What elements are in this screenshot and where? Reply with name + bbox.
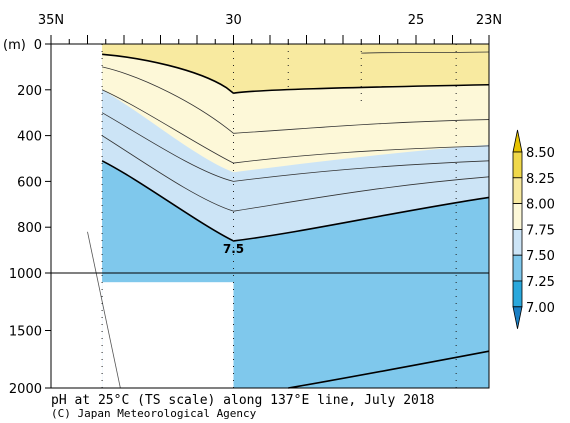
y-tick-label: 400 [17,130,42,145]
plot-ticks [45,35,490,389]
x-tick-label: 30 [225,13,242,28]
colorbar-tick-label: 7.00 [526,301,555,316]
bottom-profile-line [87,231,121,389]
x-tick-label: 23N [476,13,502,28]
colorbar-tick-label: 7.75 [526,223,555,238]
y-tick-label: 1000 [9,267,42,282]
plot-contours [87,44,490,389]
colorbar-extend-top [512,129,523,153]
colorbar-tick-label: 7.25 [526,275,555,290]
y-tick-label: 1500 [9,325,42,340]
x-tick-label: 35N [38,13,64,28]
y-tick-label: 2000 [9,382,42,397]
contour-line [101,112,490,182]
contour-line [361,51,490,54]
chart-credit: (C) Japan Meteorological Agency [51,407,257,420]
band-8.00-8.25 [102,44,489,94]
y-axis-unit-label: (m) [3,38,26,53]
colorbar-swatch [512,151,523,179]
contour-line [102,66,490,134]
colorbar-legend [512,129,523,329]
contour-line-bold [288,350,490,389]
colorbar-extend-bottom [512,306,523,329]
colorbar-swatch [512,280,523,308]
colorbar-tick-label: 8.00 [526,198,555,213]
colorbar-swatch [512,228,523,256]
plot-fills [102,44,489,388]
y-tick-label: 200 [17,84,42,99]
colorbar-swatch [512,254,523,282]
contour-label: 7.5 [223,242,244,256]
contour-line-bold [101,160,490,242]
colorbar-tick-label: 8.25 [526,172,555,187]
contour-line-bold [102,53,490,95]
chart-title: pH at 25°C (TS scale) along 137°E line, … [51,393,435,408]
plot-frame [50,43,490,389]
y-tick-label: 0 [34,38,42,53]
contour-line [101,89,490,164]
colorbar-swatch [512,203,523,230]
no-data-region [102,282,234,388]
y-tick-label: 800 [17,221,42,236]
contour-line [101,135,490,212]
plot-border [50,43,490,389]
y-tick-label: 600 [17,175,42,190]
colorbar-tick-label: 8.50 [526,146,555,161]
colorbar-tick-label: 7.50 [526,249,555,264]
x-tick-label: 25 [408,13,425,28]
colorbar-swatch [512,177,523,205]
